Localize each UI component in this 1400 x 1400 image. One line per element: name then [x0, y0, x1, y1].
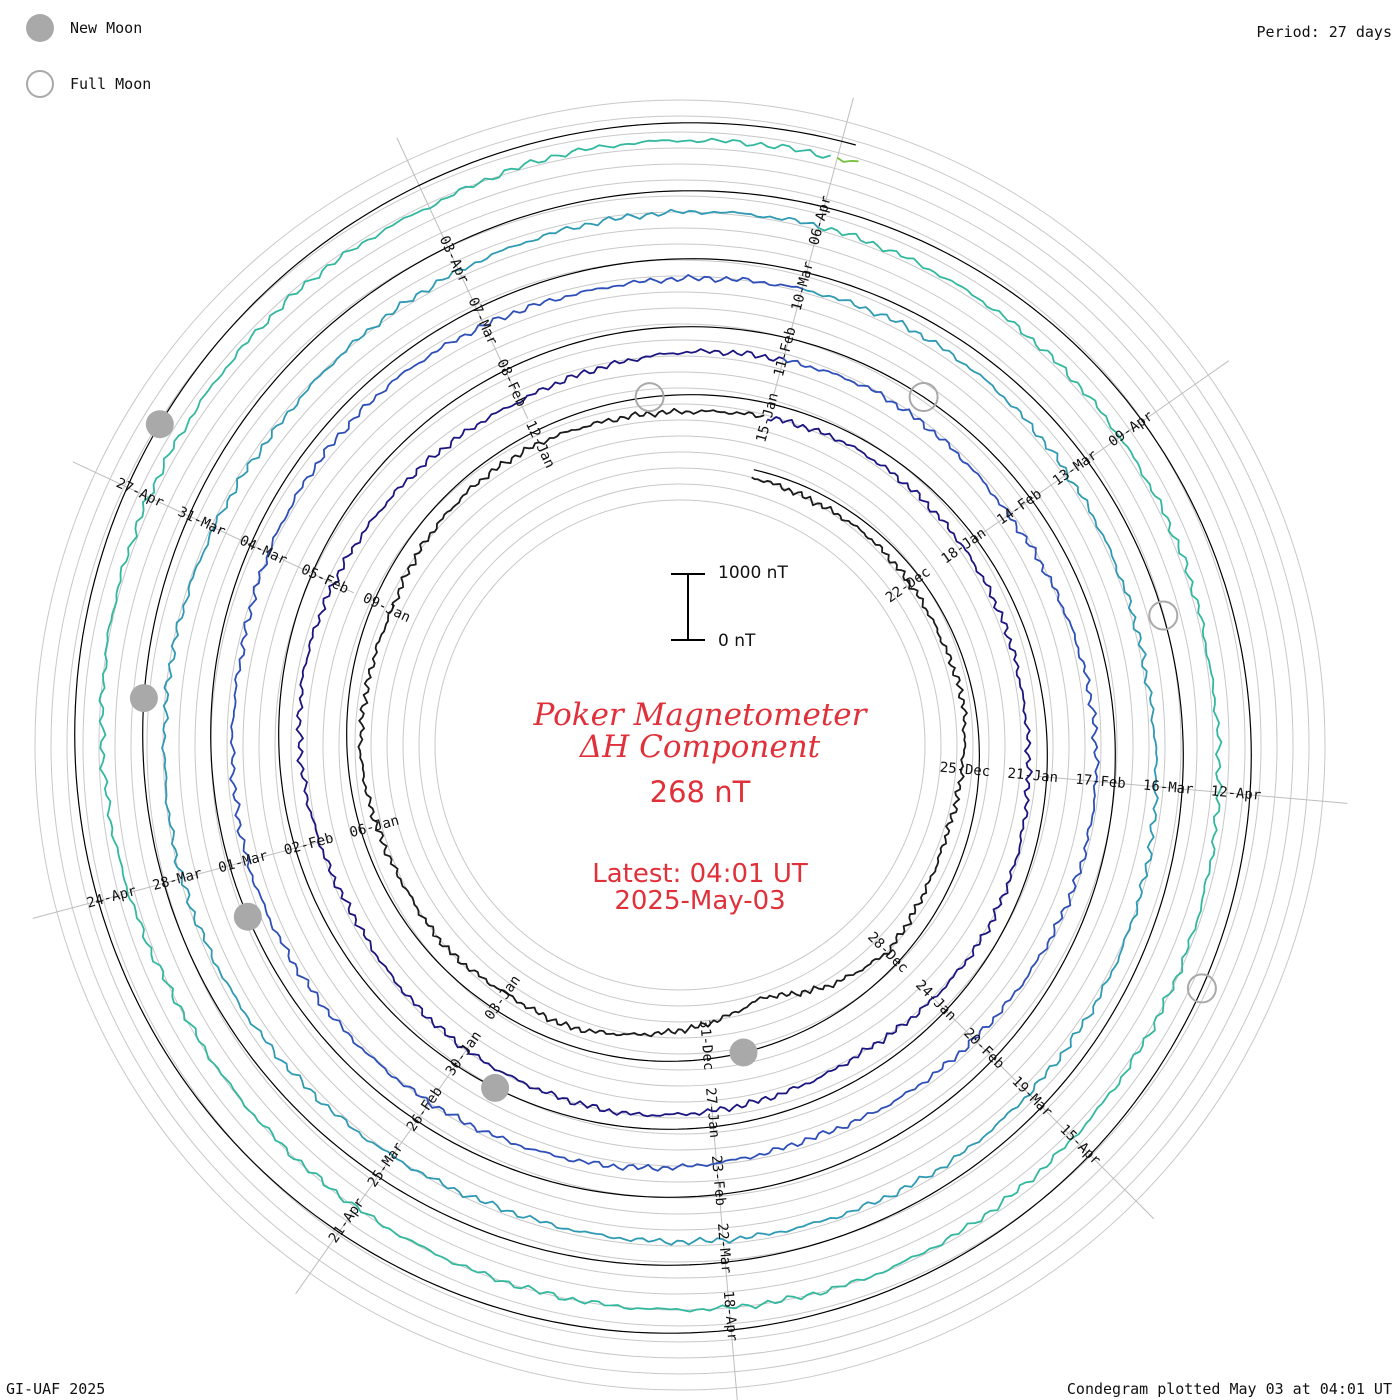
current-value: 268 nT	[649, 775, 751, 809]
date-label: 28-Mar	[151, 865, 204, 894]
grid-ring	[338, 403, 1022, 1087]
latest-date: 2025-May-03	[614, 886, 786, 916]
grid-ring	[98, 163, 1262, 1327]
date-label: 06-Apr	[806, 194, 835, 247]
footer-plot-time: Condegram plotted May 03 at 04:01 UT	[1066, 1380, 1392, 1398]
full-moon-marker	[634, 382, 665, 413]
new-moon-marker	[145, 410, 174, 439]
grid-ring	[354, 419, 1006, 1071]
baseline-spiral-path	[74, 122, 1252, 1334]
date-label: 03-Apr	[436, 233, 472, 286]
date-label: 27-Jan	[702, 1087, 722, 1139]
grid-ring	[418, 483, 942, 1007]
new-moon-label: New Moon	[70, 19, 143, 37]
full-moon-icon	[26, 70, 54, 98]
full-moon-marker	[1186, 973, 1217, 1004]
grid-ring	[274, 339, 1086, 1151]
series-turn-5	[98, 137, 1223, 1313]
chart-title-line1: Poker Magnetometer	[533, 697, 867, 733]
grid-spoke	[72, 461, 354, 594]
full-moon-marker	[1148, 600, 1179, 631]
grid-spoke	[1038, 775, 1348, 804]
grid-ring	[386, 451, 974, 1039]
footer-credit: GI-UAF 2025	[6, 1380, 106, 1398]
period-label: Period: 27 days	[1256, 23, 1392, 41]
date-label: 25-Mar	[365, 1140, 407, 1191]
grid-ring	[242, 307, 1118, 1183]
chart-title-line2: ΔH Component	[579, 729, 821, 765]
grid-ring	[434, 499, 926, 991]
date-label: 28-Dec	[864, 929, 911, 976]
date-label: 24-Apr	[85, 883, 138, 912]
date-label: 03-Jan	[482, 973, 524, 1024]
scale-bottom-label: 0 nT	[718, 631, 756, 651]
grid-spoke	[295, 1039, 474, 1295]
series-turn-4	[161, 208, 1159, 1246]
grid-spokes	[32, 97, 1348, 1400]
new-moon-marker	[233, 902, 262, 931]
date-label: 06-Jan	[348, 813, 401, 842]
date-label: 02-Feb	[282, 830, 335, 859]
date-label: 12-Jan	[522, 418, 558, 471]
grid-ring	[226, 291, 1134, 1199]
latest-time: Latest: 04:01 UT	[592, 859, 808, 889]
data-series	[98, 137, 1223, 1313]
date-label: 15-Apr	[1056, 1121, 1103, 1168]
grid-ring	[50, 115, 1310, 1375]
series-turn-2	[295, 348, 1033, 1118]
grid-ring	[306, 371, 1054, 1119]
date-label: 18-Apr	[720, 1290, 740, 1342]
date-label: 19-Mar	[1008, 1073, 1055, 1120]
grid-ring	[322, 387, 1038, 1103]
baseline-spiral	[74, 122, 1252, 1334]
grid-spoke	[974, 360, 1230, 539]
grid-ring	[402, 467, 958, 1023]
scale-top-label: 1000 nT	[718, 563, 788, 583]
grid-spoke	[710, 1103, 738, 1400]
series-turn-6	[836, 157, 859, 163]
grid-spoke	[396, 137, 529, 419]
new-moon-marker	[129, 684, 158, 713]
scale-bar	[671, 573, 705, 641]
full-moon-label: Full Moon	[70, 75, 152, 93]
legend-new-moon: New Moon	[26, 14, 142, 42]
grid-ring	[82, 147, 1278, 1343]
new-moon-icon	[26, 14, 54, 42]
date-label: 11-Feb	[771, 325, 800, 378]
grid-ring	[178, 243, 1182, 1247]
date-label: 25-Dec	[939, 760, 991, 780]
moon-markers	[129, 382, 1217, 1102]
grid-ring	[194, 259, 1166, 1231]
date-label: 07-Mar	[464, 295, 500, 348]
grid-ring	[66, 131, 1294, 1359]
date-label: 09-Jan	[360, 590, 413, 626]
grid-ring	[370, 435, 990, 1055]
date-label: 22-Mar	[714, 1222, 734, 1274]
grid-ring	[130, 195, 1230, 1295]
series-turn-3	[229, 274, 1100, 1172]
date-label: 16-Mar	[1142, 778, 1194, 798]
grid-spoke	[772, 97, 854, 398]
date-label: 23-Feb	[708, 1155, 728, 1207]
full-moon-marker	[908, 382, 939, 412]
date-label: 12-Apr	[1210, 783, 1262, 803]
new-moon-marker	[481, 1073, 510, 1102]
date-label: 21-Jan	[1007, 766, 1059, 786]
date-label: 27-Apr	[114, 475, 167, 511]
date-label: 17-Feb	[1075, 772, 1127, 792]
new-moon-marker	[729, 1038, 758, 1067]
legend-full-moon: Full Moon	[26, 70, 151, 98]
grid-spoke	[934, 999, 1155, 1220]
date-label: 31-Dec	[696, 1019, 716, 1071]
date-label: 04-Mar	[237, 533, 290, 569]
series-turn-1	[357, 407, 968, 1038]
grid-ring	[290, 355, 1070, 1135]
grid-ring	[34, 99, 1326, 1391]
